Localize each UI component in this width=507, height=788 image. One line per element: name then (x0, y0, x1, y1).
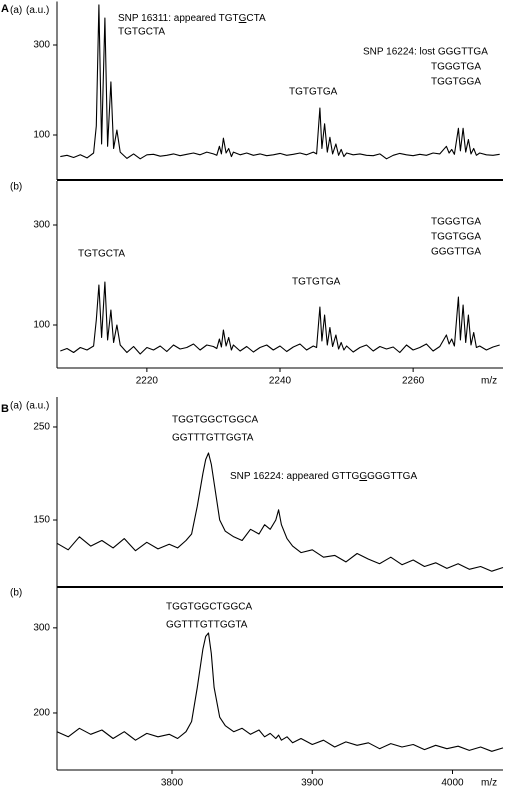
annotation: SNP 16311: appeared TGTGCTA (118, 13, 266, 24)
panel-letter: B (1, 403, 9, 415)
y-tick-label: 100 (33, 130, 50, 141)
annotation: TGGGTGA (431, 62, 481, 73)
y-axis-label: (a.u.) (26, 401, 49, 412)
annotation: GGTTTGTTGGTA (172, 433, 254, 444)
spectrum-line (56, 632, 504, 752)
y-tick-label: 300 (33, 622, 50, 633)
underlined-base: G (239, 13, 247, 24)
annotation: GGGTTGA (431, 247, 481, 258)
panel-label: (a) (10, 5, 22, 16)
annotation-part: GGGTTGA (367, 471, 417, 482)
annotation: TGTGCTA (118, 27, 165, 38)
x-tick-label: 2260 (402, 376, 425, 387)
y-tick-label: 100 (33, 320, 50, 331)
annotation-part: CTA (246, 13, 266, 24)
spectrum-line (60, 4, 500, 160)
annotation-part: SNP 16224: appeared GTTG (230, 471, 360, 482)
x-axis-label: m/z (481, 376, 497, 387)
annotation: GGTTTGTTGGTA (166, 620, 248, 631)
annotation: TGGTGGA (431, 232, 481, 243)
annotation: TGGTGGCTGGCA (166, 602, 252, 613)
panel-label: (b) (10, 182, 22, 193)
annotation: SNP 16224: lost GGGTTGA (363, 47, 488, 58)
underlined-base: G (359, 471, 367, 482)
annotation: TGTGTGA (292, 277, 341, 288)
panel-letter: A (1, 3, 9, 15)
annotation-part: SNP 16311: appeared TGT (118, 13, 239, 24)
x-tick-label: 3900 (301, 778, 324, 788)
panel-label: (a) (10, 401, 22, 412)
spectrum-line (56, 452, 504, 572)
spectrum-line (60, 281, 500, 355)
annotation: TGGTGGCTGGCA (172, 415, 258, 426)
panel-label: (b) (10, 588, 22, 599)
annotation: TGGGTGA (431, 217, 481, 228)
x-tick-label: 2220 (136, 376, 159, 387)
y-tick-label: 150 (33, 515, 50, 526)
x-axis-label: m/z (481, 778, 497, 788)
y-tick-label: 250 (33, 422, 50, 433)
y-tick-label: 300 (33, 220, 50, 231)
y-tick-label: 200 (33, 708, 50, 719)
annotation: TGTGCTA (78, 249, 125, 260)
x-tick-label: 3800 (161, 778, 184, 788)
annotation: TGTGTGA (289, 87, 338, 98)
y-tick-label: 300 (33, 40, 50, 51)
x-tick-label: 4000 (441, 778, 464, 788)
y-axis-label: (a.u.) (26, 5, 49, 16)
x-tick-label: 2240 (269, 376, 292, 387)
annotation: SNP 16224: appeared GTTGGGGGTTGA (230, 471, 417, 482)
annotation: TGGTGGA (431, 77, 481, 88)
